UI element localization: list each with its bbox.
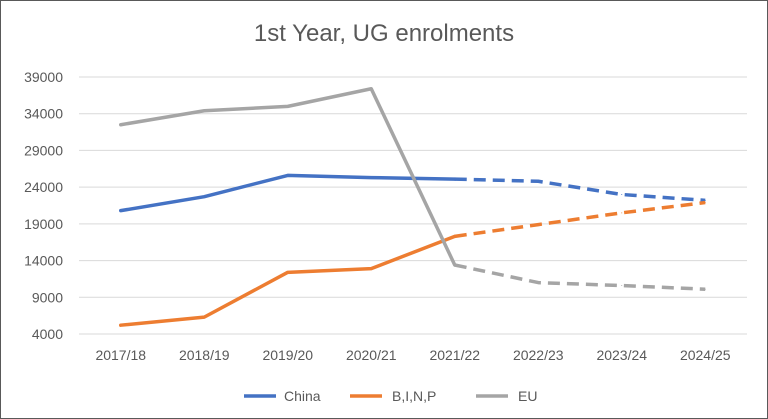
x-tick-label: 2021/22	[429, 347, 480, 363]
series-lines	[119, 86, 706, 327]
data-point	[454, 235, 456, 237]
series-line-projected	[454, 200, 706, 239]
y-tick-label: 29000	[24, 142, 63, 158]
data-point	[287, 174, 289, 176]
data-point	[537, 282, 539, 284]
data-point	[370, 177, 372, 179]
data-point	[287, 271, 289, 273]
data-point	[287, 105, 289, 107]
data-point	[621, 193, 623, 195]
y-tick-label: 34000	[24, 106, 63, 122]
series-line-actual	[119, 173, 457, 213]
data-point	[120, 210, 122, 212]
data-point	[454, 178, 456, 180]
y-tick-label: 19000	[24, 216, 63, 232]
legend: China B,I,N,P EU	[244, 388, 537, 404]
y-tick-label: 9000	[32, 289, 63, 305]
x-tick-label: 2017/18	[95, 347, 146, 363]
x-tick-label: 2019/20	[262, 347, 313, 363]
data-point	[704, 202, 706, 204]
legend-label: China	[284, 388, 321, 404]
series-line-projected	[454, 177, 706, 203]
series-line-projected	[454, 263, 706, 291]
data-point	[537, 180, 539, 182]
data-point	[704, 288, 706, 290]
y-tick-label: 24000	[24, 179, 63, 195]
x-tick-label: 2018/19	[179, 347, 230, 363]
data-point	[120, 124, 122, 126]
data-point	[621, 212, 623, 214]
x-tick-label: 2020/21	[346, 347, 397, 363]
data-point	[203, 110, 205, 112]
data-point	[704, 199, 706, 201]
y-tick-label: 4000	[32, 326, 63, 342]
x-tick-label: 2024/25	[680, 347, 731, 363]
y-axis: 4000 9000 14000 19000 24000 29000 34000 39000	[24, 69, 63, 342]
legend-label: EU	[518, 388, 537, 404]
chart-title: 1st Year, UG enrolments	[254, 20, 514, 47]
x-axis: 2017/18 2018/19 2019/20 2020/21 2021/22 2022/…	[95, 347, 730, 363]
data-point	[203, 316, 205, 318]
y-tick-label: 14000	[24, 253, 63, 269]
data-point	[370, 88, 372, 90]
y-tick-label: 39000	[24, 69, 63, 85]
series-line-actual	[119, 234, 457, 327]
x-tick-label: 2022/23	[513, 347, 564, 363]
data-point	[621, 285, 623, 287]
legend-label: B,I,N,P	[392, 388, 436, 404]
data-point	[537, 224, 539, 226]
data-point	[203, 196, 205, 198]
data-point	[370, 268, 372, 270]
data-point	[120, 324, 122, 326]
data-point	[454, 264, 456, 266]
x-tick-label: 2023/24	[596, 347, 647, 363]
